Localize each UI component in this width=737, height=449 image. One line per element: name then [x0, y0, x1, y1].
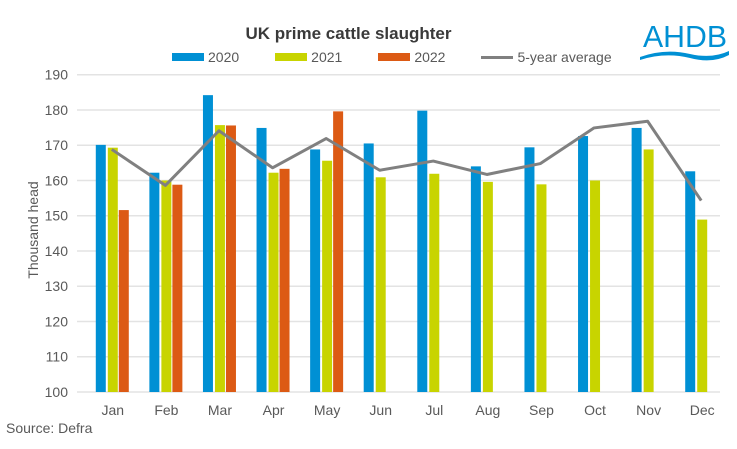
y-tick-label: 190 — [45, 67, 69, 83]
bar-2021-Feb — [161, 180, 172, 392]
legend: 2020 2021 2022 5-year average — [172, 49, 648, 65]
bar-2021-Jun — [375, 177, 386, 392]
x-tick-label: Aug — [475, 402, 500, 418]
bar-2020-Jun — [363, 143, 374, 392]
bar-2021-Mar — [214, 125, 225, 392]
bar-2022-May — [333, 111, 344, 392]
bar-2021-Nov — [643, 149, 654, 392]
bar-2021-Apr — [268, 172, 279, 392]
bar-2020-Oct — [578, 136, 589, 392]
bar-2020-May — [310, 149, 321, 392]
bar-2021-Jul — [429, 173, 440, 392]
legend-swatch — [275, 53, 308, 61]
bar-2020-Sep — [524, 147, 535, 392]
x-tick-label: Dec — [690, 402, 715, 418]
bar-2021-Dec — [697, 219, 708, 392]
bar-2022-Jan — [118, 210, 129, 392]
legend-swatch — [481, 55, 514, 59]
bar-2022-Mar — [225, 125, 236, 392]
x-tick-label: Jul — [425, 402, 443, 418]
legend-item-2022: 2022 — [378, 49, 445, 65]
bar-2020-Jan — [95, 144, 106, 392]
y-tick-label: 100 — [45, 384, 69, 400]
y-tick-label: 140 — [45, 243, 69, 259]
bar-2021-Jan — [107, 147, 118, 392]
bar-2020-Mar — [202, 95, 213, 392]
x-tick-label: Apr — [263, 402, 285, 418]
x-tick-label: Mar — [208, 402, 232, 418]
legend-item-2021: 2021 — [275, 49, 342, 65]
bar-2022-Feb — [172, 184, 183, 392]
legend-swatch — [172, 53, 204, 61]
bar-2020-Aug — [470, 166, 481, 392]
legend-label: 2022 — [414, 49, 446, 65]
bar-2021-Oct — [590, 180, 601, 392]
x-tick-label: Nov — [636, 402, 661, 418]
x-tick-label: Sep — [529, 402, 554, 418]
legend-label: 5-year average — [517, 49, 612, 65]
y-tick-label: 110 — [46, 349, 69, 365]
chart-title: UK prime cattle slaughter — [245, 24, 452, 43]
bar-2021-Aug — [482, 181, 493, 392]
bar-2020-Dec — [685, 171, 696, 392]
bar-2022-Apr — [279, 168, 290, 392]
legend-label: 2021 — [311, 49, 343, 65]
legend-label: 2020 — [208, 49, 240, 65]
y-tick-label: 120 — [45, 313, 69, 329]
line-5-year-average — [110, 119, 703, 202]
y-tick-label: 170 — [45, 137, 69, 153]
legend-swatch — [378, 53, 411, 61]
bar-2020-Feb — [149, 172, 160, 392]
x-tick-label: Jan — [102, 402, 125, 418]
y-tick-label: 180 — [45, 102, 69, 118]
legend-item-5-year-average: 5-year average — [481, 49, 612, 65]
bar-2020-Nov — [631, 127, 642, 393]
legend-item-2020: 2020 — [172, 49, 239, 65]
bar-2020-Jul — [417, 110, 428, 392]
bar-2020-Apr — [256, 127, 267, 393]
y-tick-label: 150 — [45, 208, 69, 224]
y-tick-label: 160 — [45, 172, 69, 188]
x-tick-label: Oct — [584, 402, 606, 418]
x-tick-label: Feb — [154, 402, 178, 418]
x-tick-label: May — [314, 402, 340, 418]
source-note: Source: Defra — [6, 420, 93, 436]
y-tick-label: 130 — [45, 278, 69, 294]
bar-2021-May — [322, 160, 333, 392]
bar-2021-Sep — [536, 184, 547, 392]
x-tick-label: Jun — [369, 402, 392, 418]
